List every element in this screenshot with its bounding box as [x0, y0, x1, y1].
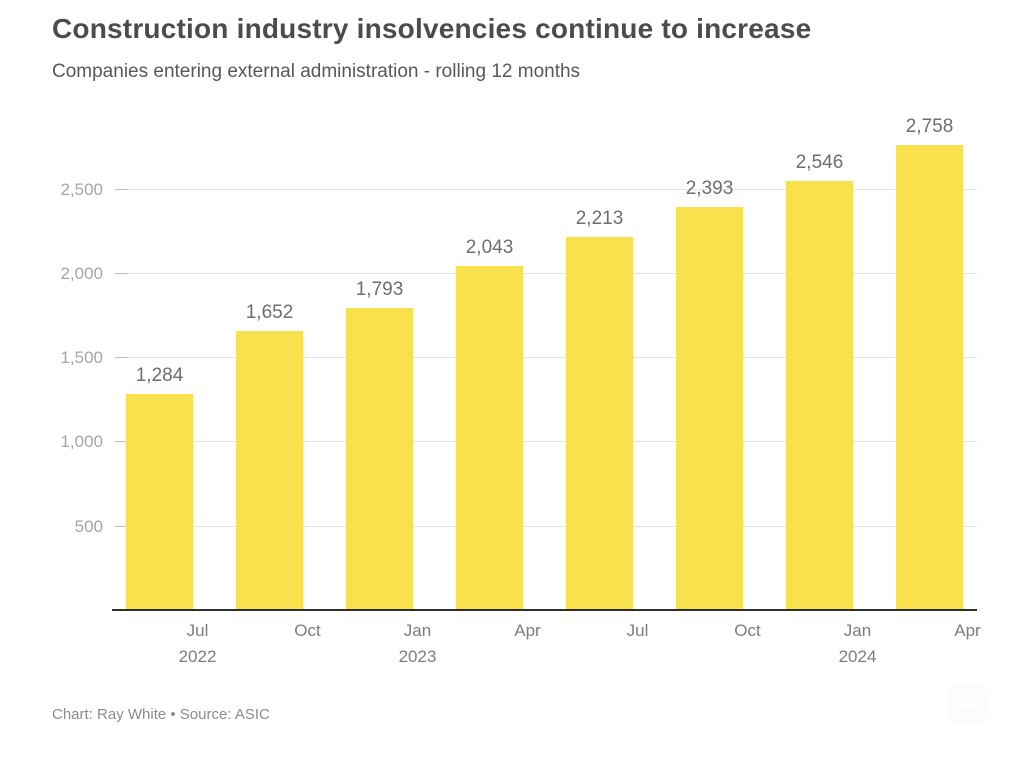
- x-axis-month-label: Apr: [954, 621, 981, 640]
- y-gridline: [115, 272, 977, 274]
- datawrapper-logo-watermark: [948, 685, 986, 723]
- y-axis-tick-label: 1,000: [60, 432, 103, 452]
- x-axis-month-label: Apr: [514, 621, 541, 640]
- bar-jan-2024: [786, 180, 853, 610]
- chart-header: Construction industry insolvencies conti…: [52, 12, 972, 83]
- y-axis-tick-label: 1,500: [60, 348, 103, 368]
- chart-title: Construction industry insolvencies conti…: [52, 13, 812, 44]
- source-credit: Chart: Ray White • Source: ASIC: [52, 706, 270, 723]
- bar-apr-2024: [896, 145, 963, 610]
- bar-apr-2023: [456, 265, 523, 610]
- bar-value-label: 1,652: [245, 302, 294, 324]
- bar-oct-2023: [676, 206, 743, 610]
- y-axis-tick-label: 2,500: [60, 179, 103, 199]
- x-axis-year-label: 2022: [178, 647, 217, 666]
- y-gridline: [115, 188, 977, 190]
- y-axis-tick-label: 500: [74, 516, 103, 536]
- x-axis-year-label: 2024: [838, 647, 877, 666]
- bar-value-label: 1,793: [355, 278, 404, 300]
- bar-value-label: 2,546: [795, 151, 844, 173]
- bar-value-label: 1,284: [135, 364, 184, 386]
- watermark-triangle-icon: [955, 695, 979, 709]
- y-gridline: [115, 441, 977, 443]
- x-axis-year-label: 2023: [398, 647, 437, 666]
- bar-oct-2022: [236, 331, 303, 610]
- bar-value-label: 2,043: [465, 236, 514, 258]
- bar-value-label: 2,393: [685, 177, 734, 199]
- y-axis-tick: [115, 272, 128, 274]
- x-axis-month-label: Jan: [403, 621, 432, 640]
- x-axis-month-label: Jul: [626, 621, 649, 640]
- chart-subtitle: Companies entering external administrati…: [52, 61, 581, 82]
- y-axis-tick: [115, 441, 128, 443]
- bar-jan-2023: [346, 307, 413, 610]
- x-axis-month-label: Oct: [734, 621, 761, 640]
- x-axis-month-label: Jul: [186, 621, 209, 640]
- bar-value-label: 2,758: [905, 116, 954, 137]
- y-axis-tick: [115, 525, 128, 527]
- y-axis-tick: [115, 357, 128, 359]
- bar-jul-2022: [126, 393, 193, 610]
- bar-jul-2023: [566, 236, 633, 610]
- y-gridline: [115, 525, 977, 527]
- y-axis-tick-label: 2,000: [60, 263, 103, 283]
- y-axis-tick: [115, 188, 128, 190]
- x-axis-month-label: Jan: [843, 621, 872, 640]
- y-gridline: [115, 357, 977, 359]
- bar-value-label: 2,213: [575, 207, 624, 229]
- x-axis-line: [112, 609, 977, 611]
- x-axis-month-label: Oct: [294, 621, 321, 640]
